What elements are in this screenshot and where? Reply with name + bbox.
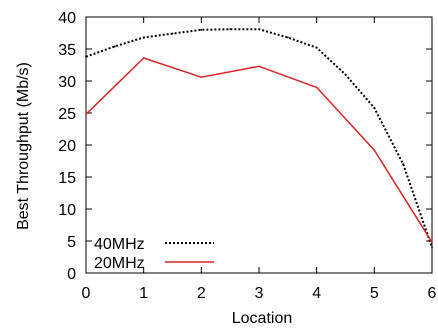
data-point-40mhz — [344, 73, 347, 76]
x-tick-label: 4 — [312, 285, 321, 302]
data-point-20mhz — [142, 57, 145, 59]
data-point-40mhz — [258, 28, 260, 31]
series-line-40mhz — [85, 28, 433, 248]
data-point-20mhz — [431, 241, 433, 244]
y-axis-label: Best Throughput (Mb/s) — [15, 62, 32, 230]
legend-label-20mhz: 20MHz — [94, 255, 145, 272]
data-point-20mhz — [315, 86, 318, 89]
y-tick-label: 20 — [58, 138, 76, 155]
y-tick-label: 30 — [58, 74, 76, 91]
data-point-40mhz — [373, 106, 376, 109]
legend: 40MHz 20MHz — [94, 236, 214, 272]
legend-item-40mhz: 40MHz — [94, 236, 214, 253]
y-tick-label: 5 — [67, 234, 76, 251]
y-tick-label: 10 — [58, 202, 76, 219]
legend-item-20mhz: 20MHz — [94, 255, 214, 272]
x-tick-label: 0 — [82, 285, 91, 302]
series-group — [85, 28, 433, 249]
y-tick-label: 0 — [67, 266, 76, 283]
x-tick-label: 6 — [428, 285, 437, 302]
data-point-40mhz — [171, 32, 174, 35]
plot-area-border — [85, 16, 433, 274]
data-point-40mhz — [315, 46, 318, 49]
data-point-40mhz — [431, 246, 433, 249]
plot-frame — [85, 16, 433, 274]
y-tick-label: 35 — [58, 42, 76, 59]
data-point-20mhz — [373, 149, 376, 152]
y-tick-label: 25 — [58, 106, 76, 123]
x-axis: 0 1 2 3 4 5 6 — [82, 17, 437, 302]
series-line-20mhz — [85, 57, 433, 243]
data-point-20mhz — [258, 65, 260, 68]
data-point-40mhz — [286, 36, 289, 39]
data-point-40mhz — [85, 55, 87, 58]
y-tick-label: 40 — [58, 10, 76, 27]
data-point-40mhz — [142, 36, 145, 39]
data-point-20mhz — [200, 76, 203, 79]
legend-label-40mhz: 40MHz — [94, 236, 145, 253]
x-axis-label: Location — [232, 310, 293, 327]
x-tick-label: 2 — [197, 285, 206, 302]
data-point-40mhz — [402, 163, 405, 166]
data-point-40mhz — [200, 28, 203, 31]
y-axis: 0 5 10 15 20 25 30 35 40 — [58, 10, 432, 283]
x-tick-label: 3 — [255, 285, 264, 302]
y-tick-label: 15 — [58, 170, 76, 187]
data-point-20mhz — [85, 113, 87, 116]
x-tick-label: 1 — [139, 285, 148, 302]
x-tick-label: 5 — [370, 285, 379, 302]
data-point-40mhz — [229, 28, 232, 31]
data-point-40mhz — [113, 45, 116, 48]
